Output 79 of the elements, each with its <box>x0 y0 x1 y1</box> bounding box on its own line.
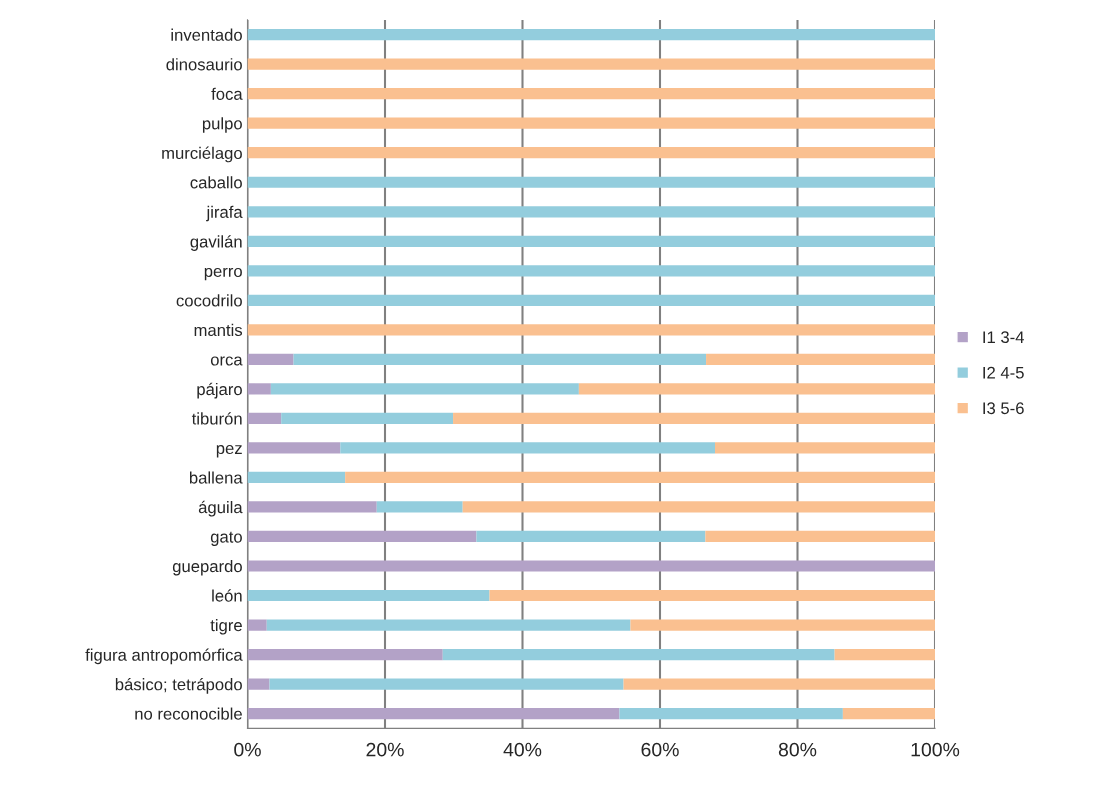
bar <box>247 589 490 602</box>
bar <box>247 707 620 720</box>
bar <box>705 530 935 543</box>
bar <box>247 58 935 70</box>
bar <box>247 530 477 543</box>
y-tick-label: jirafa <box>206 205 243 222</box>
bar <box>619 707 843 720</box>
bar <box>247 294 935 306</box>
y-tick-label: caballo <box>190 176 242 189</box>
y-tick-label: murciélago <box>162 146 242 163</box>
bar <box>247 383 271 395</box>
bar <box>247 265 935 277</box>
bar <box>247 619 267 631</box>
bar <box>247 678 270 690</box>
bar <box>270 383 579 395</box>
y-tick-label: ballena <box>189 471 243 484</box>
bar <box>247 176 935 188</box>
y-tick-label: orca <box>210 356 243 366</box>
bar <box>247 412 282 425</box>
bar <box>834 648 935 661</box>
bar <box>706 353 935 365</box>
x-tick-label: 40% <box>503 742 542 757</box>
bar <box>247 442 341 454</box>
bar <box>715 442 935 454</box>
x-tick-label: 0% <box>234 742 261 757</box>
y-tick-label: gato <box>210 531 242 546</box>
y-tick-label: básico; tetrápodo <box>115 677 242 694</box>
y-tick-label: guepardo <box>172 559 242 576</box>
y-tick-label: tigre <box>210 618 242 635</box>
y-tick-label: gavilán <box>190 235 242 251</box>
y-tick-label: pez <box>216 444 242 458</box>
bar <box>247 353 294 365</box>
bar <box>442 648 835 661</box>
y-tick-label: león <box>212 589 242 602</box>
bar <box>842 707 935 720</box>
x-tick-label: 60% <box>641 742 679 757</box>
bar <box>247 560 935 572</box>
bar <box>247 471 346 484</box>
x-tick-label: 80% <box>778 742 817 757</box>
bar <box>247 324 935 336</box>
y-tick-label: perro <box>204 267 242 281</box>
bar <box>269 678 624 690</box>
bar <box>578 383 935 395</box>
bar <box>247 501 377 513</box>
bar <box>345 471 935 484</box>
bar <box>623 678 935 690</box>
y-tick-label: águila <box>198 500 243 517</box>
legend-label: I1 3-4 <box>983 331 1025 344</box>
y-tick-label: cocodrilo <box>176 294 242 307</box>
bar <box>247 235 935 247</box>
bar <box>247 117 935 129</box>
y-tick-label: pájaro <box>197 382 242 399</box>
y-tick-label: no reconocible <box>135 707 242 720</box>
legend-label: I2 4-5 <box>983 366 1024 379</box>
bar <box>476 530 706 543</box>
bar <box>462 501 935 513</box>
bar <box>281 412 454 425</box>
bar <box>453 412 935 425</box>
bar <box>247 147 935 159</box>
y-tick-label: pulpo <box>202 117 242 133</box>
bar <box>293 353 707 365</box>
y-tick-label: foca <box>211 87 243 100</box>
bar <box>340 442 715 454</box>
y-tick-label: inventado <box>171 28 242 41</box>
bar <box>247 206 935 218</box>
y-tick-label: tiburón <box>191 412 242 425</box>
legend-label: I3 5-6 <box>983 402 1024 415</box>
x-tick-label: 100% <box>911 742 960 757</box>
bar <box>247 29 935 41</box>
bar <box>266 619 631 631</box>
bar <box>630 619 935 631</box>
bar <box>376 501 463 513</box>
bar <box>247 88 935 100</box>
y-tick-label: dinosaurio <box>166 58 242 71</box>
x-tick-label: 20% <box>366 742 404 757</box>
bar <box>489 589 935 602</box>
bar <box>247 648 443 661</box>
y-tick-label: figura antropomórfica <box>85 648 243 665</box>
y-tick-label: mantis <box>194 323 243 337</box>
